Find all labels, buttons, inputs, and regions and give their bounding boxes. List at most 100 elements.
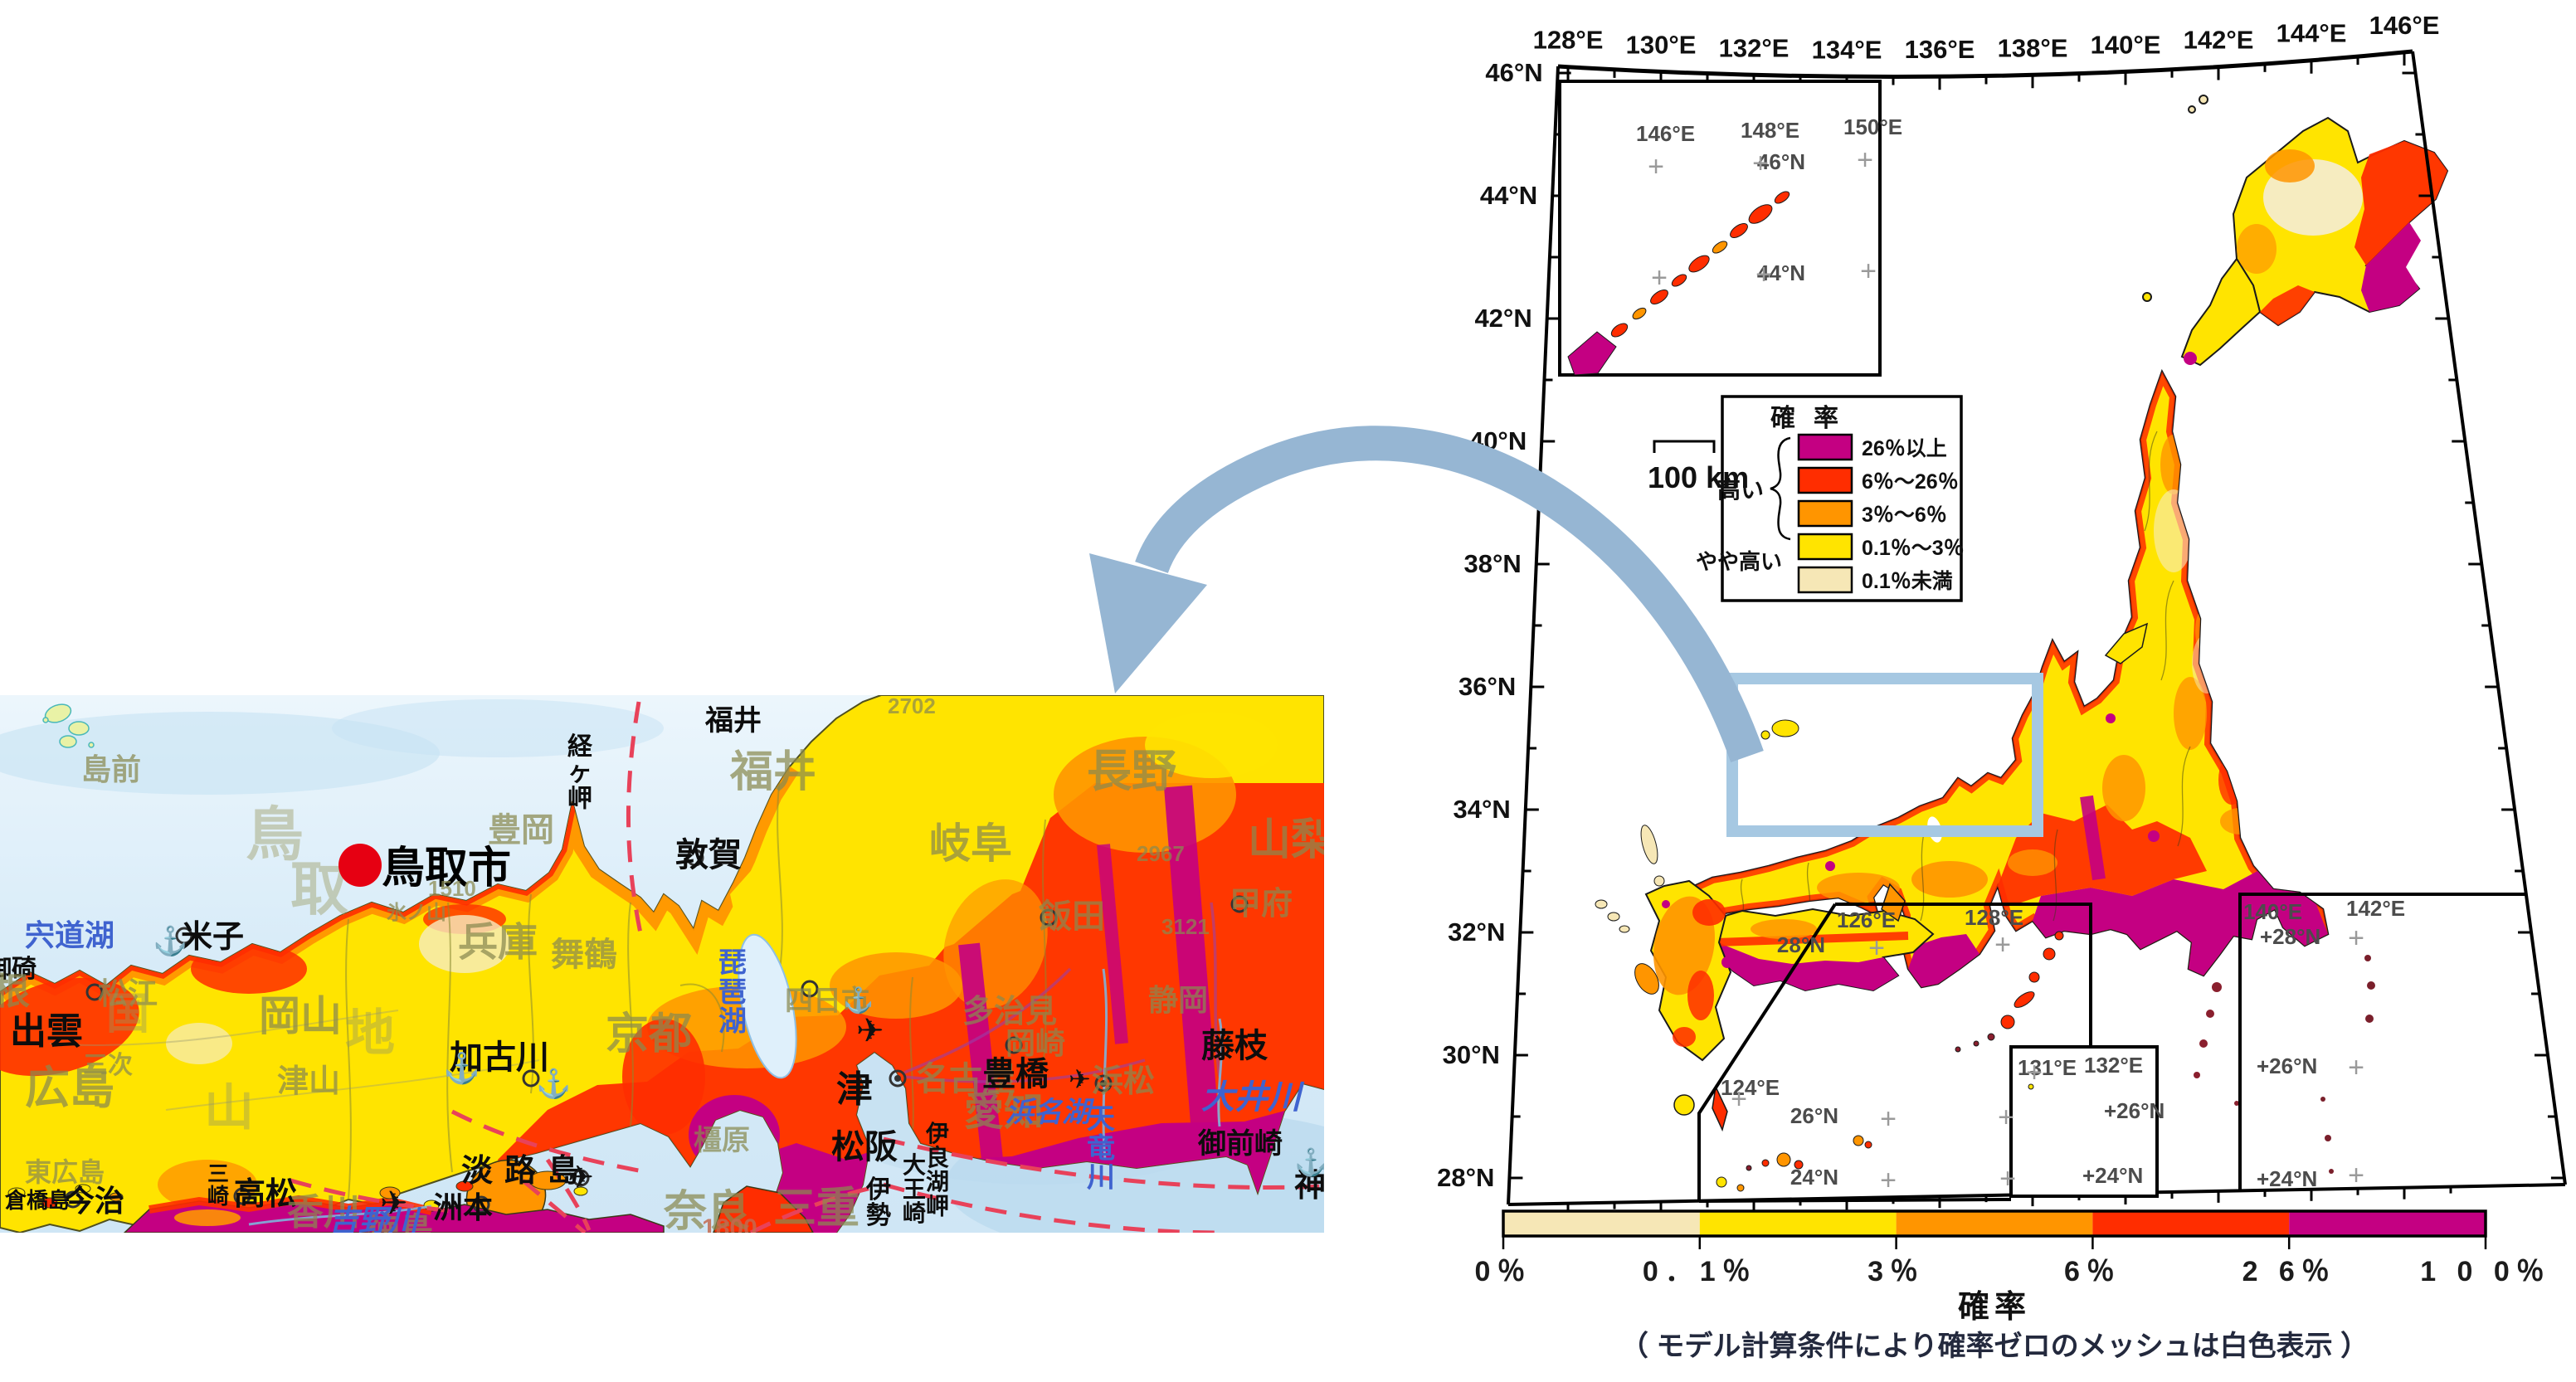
inset-label: 26°N [1790, 1103, 1838, 1128]
map-label: 御前崎 [1197, 1128, 1283, 1160]
legend-swatch [1797, 533, 1853, 561]
map-label: 天竜川 [1087, 1103, 1115, 1194]
colorbar-label: 0．1％ [1643, 1256, 1757, 1287]
colorbar-segment [1503, 1211, 1700, 1236]
city-ring-center [1100, 1080, 1107, 1087]
city-ring [64, 1190, 82, 1209]
map-label: 御碕 [0, 956, 37, 983]
inset-label: 131°E [2018, 1055, 2077, 1080]
caption: （ モデル計算条件により確率ゼロのメッシュは白色表示 ） [1620, 1330, 2369, 1362]
lat-label: 36°N [1458, 672, 1516, 701]
airplane-icon: ✈ [567, 1161, 594, 1195]
inset-label: +26°N [2104, 1098, 2165, 1123]
lat-label: 44°N [1480, 181, 1537, 210]
lat-label: 42°N [1474, 304, 1531, 333]
map-label: 四日市 [785, 985, 869, 1017]
map-label: 長野 [1087, 747, 1176, 796]
anchor-icon: ⚓ [443, 1051, 480, 1085]
city-ring [472, 1195, 490, 1214]
airplane-icon: ✈ [856, 1013, 884, 1049]
map-label: 豊橋 [982, 1056, 1049, 1092]
colorbar-title: 確率 [1958, 1290, 2031, 1325]
lon-label: 140°E [2091, 30, 2161, 59]
map-label: 三次 [83, 1052, 133, 1079]
map-label: 吉野川 [329, 1204, 421, 1233]
map-label: 山 [204, 1080, 254, 1136]
lon-label: 136°E [1905, 35, 1975, 64]
map-label: 洲本 [433, 1190, 493, 1224]
inset-label: 140°E [2243, 899, 2302, 924]
legend-swatch [1797, 566, 1853, 594]
legend-row-label: 0.1％～3％ [1862, 537, 1965, 560]
legend-row-label: 3％～6％ [1862, 504, 1947, 527]
map-label: 氷ノ山 [387, 902, 446, 924]
map-label: 名古屋 [916, 1061, 1015, 1097]
inset-label: 132°E [2084, 1053, 2143, 1078]
lon-label: 128°E [1533, 26, 1604, 55]
graticule-cross: + [1994, 929, 2011, 961]
map-label: 橿原 [694, 1125, 750, 1156]
tottori-city-marker [338, 844, 382, 887]
city-ring [801, 980, 819, 998]
legend-somewhat: やや高い [1696, 549, 1782, 574]
map-label: 3121 [1161, 914, 1210, 939]
map-label: 飯田 [1039, 898, 1105, 935]
graticule-cross: + [1648, 151, 1664, 182]
colorbar-segment [1896, 1211, 2093, 1236]
airplane-icon: ✈ [1069, 1064, 1091, 1094]
city-ring-center [894, 1075, 901, 1082]
city-ring [1005, 1036, 1023, 1054]
colorbar-label: 6％ [2064, 1256, 2121, 1287]
graticule-cross: + [2348, 1160, 2364, 1191]
city-ring [889, 1069, 907, 1088]
map-label: 米子 [181, 920, 244, 955]
city-ring [1094, 1074, 1113, 1092]
inset-label: 150°E [1843, 114, 1902, 139]
lat-label: 38°N [1463, 549, 1521, 578]
legend-row-label: 6％～26％ [1862, 470, 1959, 494]
anchor-icon: ⚓ [843, 985, 874, 1015]
city-ring [686, 849, 704, 867]
colorbar-segment [2092, 1211, 2290, 1236]
lat-label: 30°N [1443, 1040, 1500, 1069]
inset-label: 24°N [1790, 1165, 1838, 1190]
zoom-arrow-icon [1089, 426, 1764, 763]
map-label: 藤枝 [1201, 1028, 1269, 1064]
graticule-cross: + [2348, 922, 2364, 954]
map-label: 伊勢 [865, 1176, 891, 1229]
colorbar-label: 1 0 0％ [2420, 1256, 2551, 1287]
oki-islands [42, 703, 95, 748]
map-label: 2967 [1137, 841, 1185, 866]
graticule-cross: + [1868, 932, 1885, 964]
legend-row-label: 26％以上 [1862, 437, 1947, 460]
map-label: 松江 [98, 976, 158, 1010]
legend: 確率 高い やや高い 26％以上 6％～26％ 3％～6％ 0.1％～3％ 0.1％未満 [1696, 395, 1965, 602]
map-label: 宍道湖 [25, 918, 114, 952]
city-ring [233, 1187, 251, 1205]
inset-label: +24°N [2257, 1166, 2317, 1191]
map-label: 琵琶湖 [718, 947, 747, 1038]
colorbar-label: 0％ [1475, 1256, 1532, 1287]
legend-swatch [1797, 499, 1853, 528]
map-label: 多治見 [962, 995, 1057, 1029]
city-ring [1230, 895, 1249, 913]
city-ring [1040, 908, 1058, 927]
scalebar: 100 km [1648, 440, 1749, 494]
colorbar-label: 2 6％ [2242, 1256, 2336, 1287]
ogasawara-inset [2238, 893, 2525, 1191]
graticule-cross: + [1998, 1102, 2014, 1133]
map-label: 甲府 [1230, 886, 1293, 922]
inset-label: 124°E [1721, 1075, 1780, 1100]
scalebar-label: 100 km [1648, 460, 1749, 494]
hokkaido [2142, 95, 2449, 367]
map-label: 津山 [277, 1064, 340, 1099]
map-label: 経ヶ岬 [567, 732, 593, 812]
lon-label: 130°E [1626, 31, 1697, 60]
map-label: 福井 [704, 705, 762, 737]
graticule-cross: + [2026, 1057, 2043, 1088]
lon-label: 132°E [1719, 33, 1790, 62]
okinawa-islands [1716, 931, 2064, 1192]
map-label: 倉橋島 [4, 1188, 70, 1213]
lat-label: 32°N [1448, 917, 1505, 946]
